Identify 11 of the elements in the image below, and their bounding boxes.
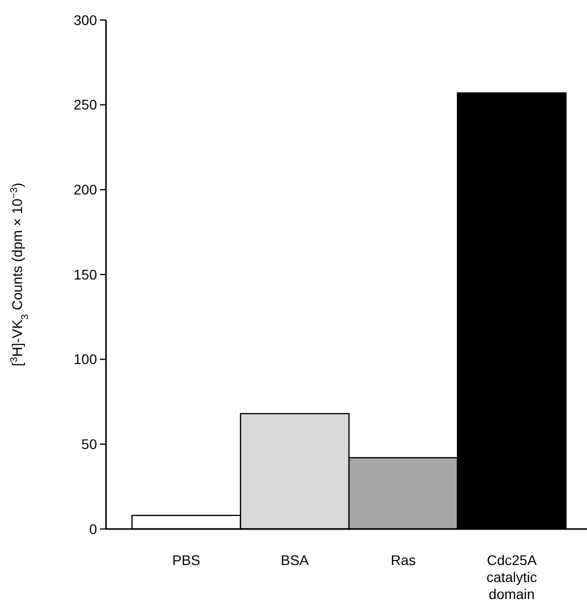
y-tick-label: 150 [74,266,98,282]
y-tick-label: 250 [74,96,98,113]
y-tick-label: 0 [89,520,98,537]
x-tick-label: PBS [172,552,200,568]
y-tick-label: 200 [74,182,98,198]
y-tick-label: 50 [81,436,98,452]
x-tick-label: Ras [390,552,416,568]
x-tick-label: Cdc25A catalytic domain [486,552,538,602]
x-tick-label: BSA [280,552,310,568]
y-tick-label: 300 [74,12,98,28]
y-tick-label: 100 [74,351,98,368]
